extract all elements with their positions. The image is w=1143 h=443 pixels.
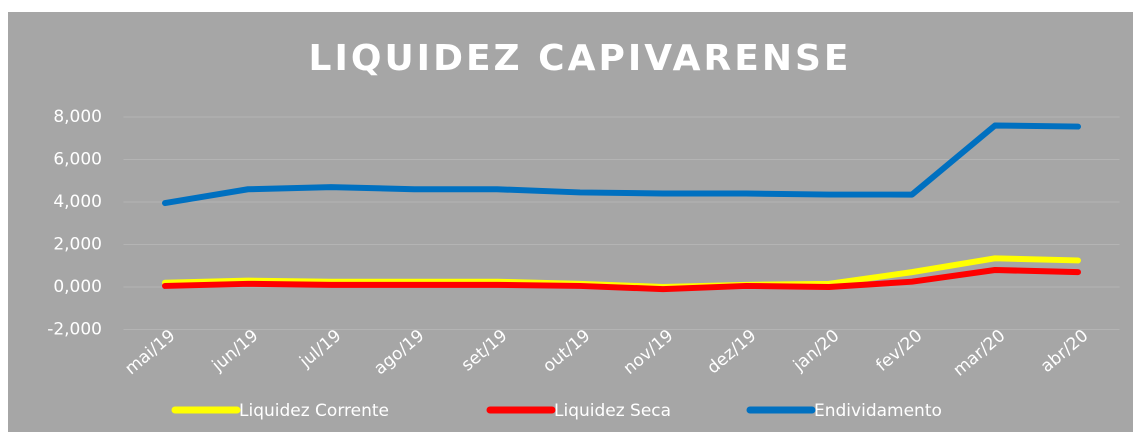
legend-label: Liquidez Seca (554, 401, 671, 421)
y-tick-label: 8,000 (53, 107, 102, 127)
chart-title: LIQUIDEZ CAPIVARENSE (309, 38, 852, 79)
series-line (162, 267, 1081, 293)
y-tick-label: 6,000 (53, 150, 102, 170)
y-tick-label: 4,000 (53, 192, 102, 212)
y-tick-label: 0,000 (53, 277, 102, 297)
legend-label: Endividamento (814, 401, 942, 421)
series-line (162, 122, 1081, 207)
y-tick-label: 2,000 (53, 235, 102, 255)
chart-background (8, 12, 1133, 432)
y-tick-label: -2,000 (47, 320, 102, 340)
legend-label: Liquidez Corrente (239, 401, 389, 421)
